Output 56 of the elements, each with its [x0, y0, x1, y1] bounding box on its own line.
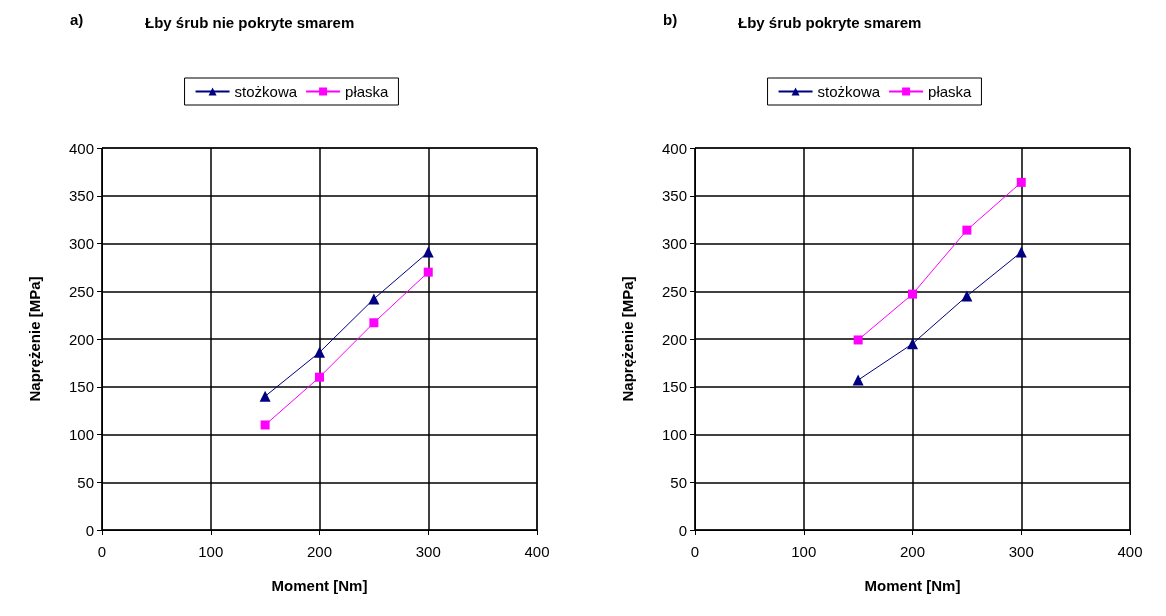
point: [908, 289, 917, 299]
point: [368, 293, 380, 305]
y-tick-label: 300: [68, 235, 94, 252]
x-tick-label: 400: [524, 543, 550, 560]
point: [422, 246, 434, 258]
point: [259, 390, 271, 402]
legend-label: stożkowa: [234, 83, 298, 100]
x-tick-label: 200: [306, 543, 333, 560]
y-tick-label: 100: [661, 426, 687, 443]
x-axis-title: Moment [Nm]: [864, 577, 961, 594]
legend-label: płaska: [345, 83, 390, 100]
x-tick-label: 300: [415, 543, 441, 560]
point: [423, 267, 433, 277]
text: b): [663, 11, 678, 28]
point: [260, 420, 270, 430]
point: [852, 374, 864, 386]
y-tick-label: 0: [678, 521, 687, 539]
chart-title: Łby śrub nie pokryte smarem: [145, 14, 355, 31]
y-tick-label: 50: [77, 473, 94, 491]
y-tick-label: 350: [68, 187, 94, 205]
x-tick-label: 200: [899, 543, 926, 560]
y-tick-label: 400: [68, 139, 94, 157]
point: [961, 290, 973, 302]
point: [369, 318, 379, 328]
y-tick-label: 150: [661, 378, 687, 396]
x-tick-label: 0: [690, 543, 700, 560]
x-tick-label: 100: [198, 543, 224, 560]
y-tick-label: 200: [661, 330, 687, 348]
point: [1015, 246, 1027, 258]
y-tick-label: 250: [68, 282, 94, 300]
point: [962, 225, 972, 235]
legend-label: płaska: [928, 83, 973, 100]
point: [853, 335, 863, 345]
point: [907, 338, 918, 350]
text: a): [70, 11, 84, 28]
y-tick-label: 150: [68, 378, 94, 396]
y-tick-label: 0: [85, 521, 94, 539]
y-tick-label: 350: [661, 187, 687, 205]
y-tick-label: 400: [661, 139, 687, 157]
x-tick-label: 0: [97, 543, 107, 560]
y-tick-label: 200: [68, 330, 94, 348]
y-axis-title: Naprężenie [MPa]: [26, 276, 43, 402]
x-axis-title: Moment [Nm]: [271, 577, 368, 594]
y-tick-label: 100: [68, 426, 94, 443]
y-tick-label: 300: [661, 235, 687, 252]
point: [315, 372, 324, 382]
x-tick-label: 400: [1117, 543, 1143, 560]
y-tick-label: 250: [661, 282, 687, 300]
x-tick-label: 300: [1008, 543, 1034, 560]
point: [314, 346, 325, 358]
chart-title: Łby śrub pokryte smarem: [738, 14, 922, 31]
point: [1016, 177, 1026, 187]
legend-label: stożkowa: [817, 83, 881, 100]
x-tick-label: 100: [791, 543, 817, 560]
y-tick-label: 50: [670, 473, 687, 491]
y-axis-title: Naprężenie [MPa]: [619, 276, 636, 402]
